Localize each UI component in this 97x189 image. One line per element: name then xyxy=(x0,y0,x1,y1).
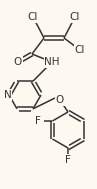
Text: Cl: Cl xyxy=(70,12,80,22)
Text: O: O xyxy=(56,95,64,105)
Text: N: N xyxy=(4,90,12,100)
Text: F: F xyxy=(36,116,41,126)
Text: F: F xyxy=(65,155,71,165)
Text: Cl: Cl xyxy=(28,12,38,22)
Text: NH: NH xyxy=(44,57,60,67)
Text: Cl: Cl xyxy=(75,45,85,55)
Text: O: O xyxy=(14,57,22,67)
